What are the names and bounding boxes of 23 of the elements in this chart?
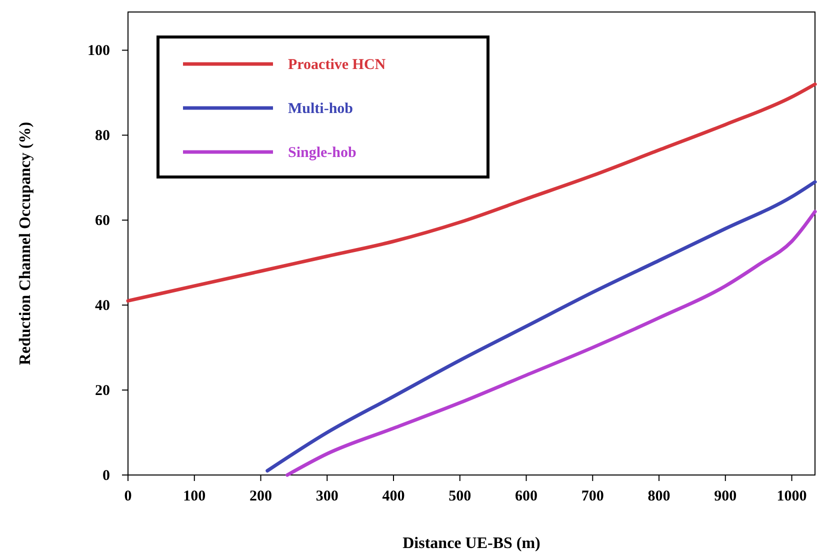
x-tick-label: 700 (581, 488, 604, 504)
x-tick-label: 900 (714, 488, 737, 504)
y-tick-label: 0 (102, 468, 110, 484)
y-tick-label: 80 (95, 128, 110, 144)
text: Single-hob (288, 145, 356, 161)
x-tick-label: 200 (250, 488, 272, 504)
x-tick-label: 0 (124, 488, 132, 504)
x-tick-label: 100 (183, 488, 206, 504)
text: Proactive HCN (288, 57, 386, 73)
x-tick-label: 400 (382, 488, 405, 504)
y-tick-label: 20 (95, 382, 110, 399)
x-tick-label: 300 (316, 488, 338, 504)
x-tick-label: 1000 (776, 488, 807, 504)
line-series (126, 82, 817, 303)
y-tick-label: 60 (95, 212, 110, 229)
x-axis-title: Distance UE-BS (m) (402, 535, 540, 552)
x-tick-label: 800 (648, 488, 670, 504)
y-axis-title: Reduction Channel Occupancy (%) (17, 122, 34, 366)
x-tick-label: 500 (448, 488, 472, 504)
text: Multi-hob (288, 101, 354, 117)
y-tick-label: 100 (88, 43, 110, 60)
y-tick-label: 40 (95, 298, 110, 314)
x-tick-label: 600 (515, 488, 538, 504)
